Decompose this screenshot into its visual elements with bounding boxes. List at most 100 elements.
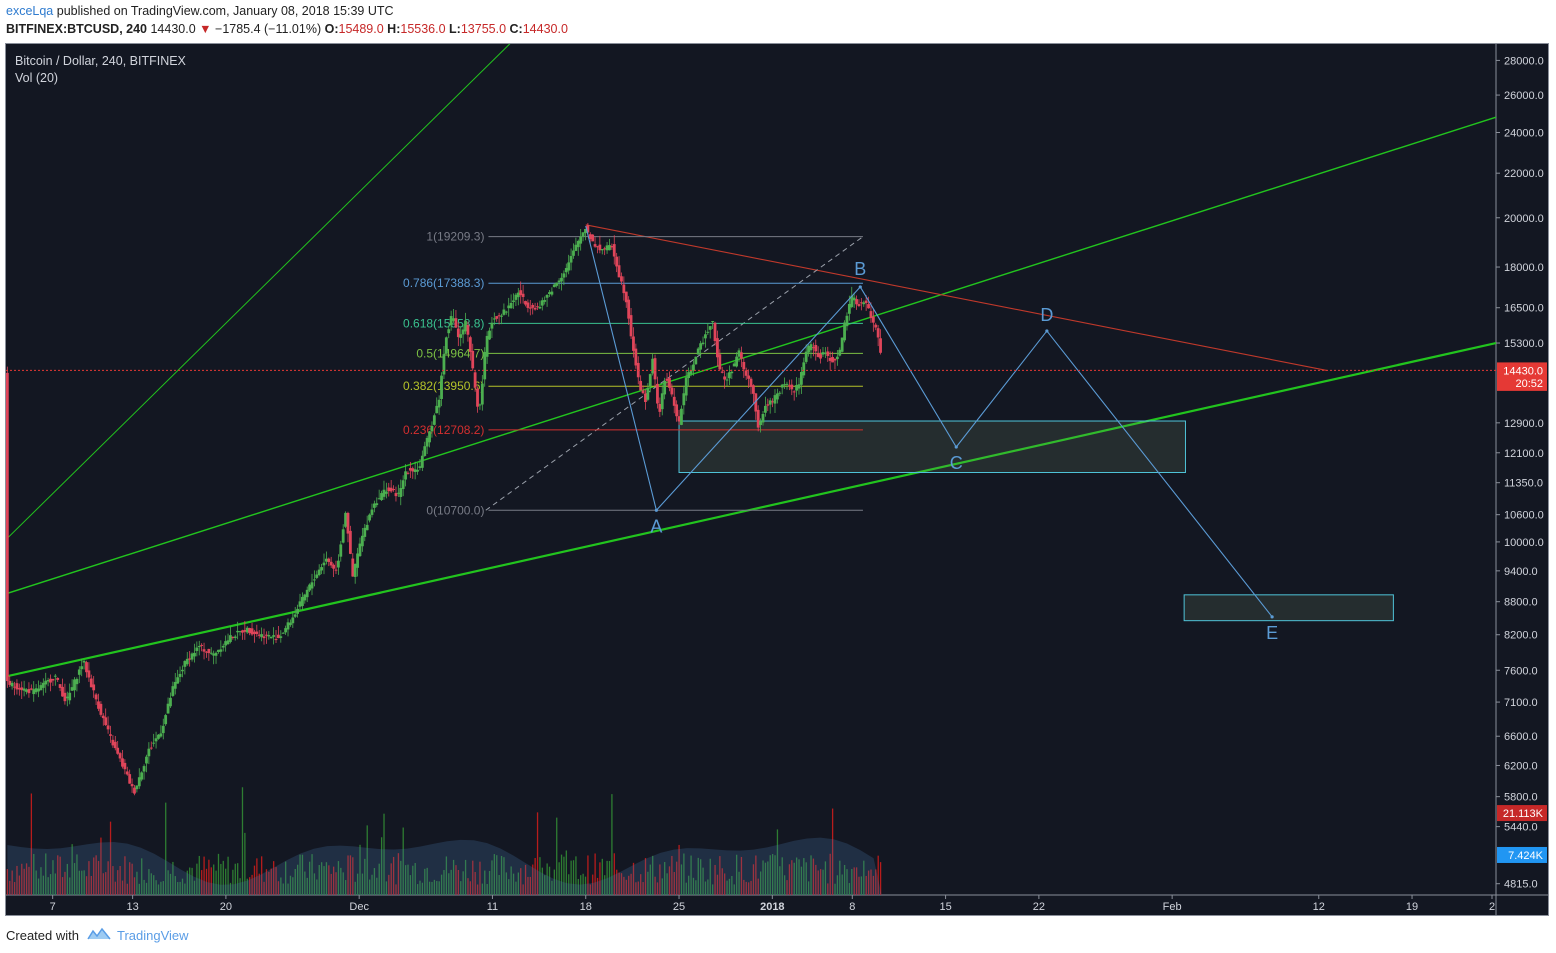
candle-body	[392, 489, 395, 491]
candle-body	[32, 689, 36, 695]
volume-bar	[803, 858, 805, 895]
y-tick-label: 10600.0	[1504, 510, 1544, 522]
candle-body	[296, 608, 300, 614]
candle-body	[615, 256, 619, 267]
volume-bar	[577, 878, 579, 895]
candle-body	[591, 234, 595, 242]
volume-bar	[196, 863, 198, 895]
volume-bar	[606, 860, 608, 895]
volume-bar	[752, 864, 755, 895]
candle-body	[293, 614, 297, 617]
volume-bar	[680, 864, 683, 895]
volume-bar	[724, 873, 726, 895]
volume-bar	[244, 832, 246, 895]
volume-bar	[421, 882, 424, 895]
candle-body	[706, 331, 710, 333]
candle-body	[663, 380, 667, 395]
candle-body	[502, 309, 506, 315]
volume-bar	[193, 880, 196, 895]
author-name[interactable]: exceLqa	[6, 4, 54, 18]
candle-body	[94, 694, 98, 700]
candle-body	[716, 338, 719, 358]
price-tag	[1497, 846, 1547, 863]
volume-bar	[6, 869, 9, 895]
volume-bar	[834, 883, 836, 895]
candle-body	[874, 324, 878, 328]
volume-bar	[858, 876, 860, 895]
volume-bar	[539, 857, 541, 895]
candle-body	[447, 329, 451, 334]
volume-bar	[851, 868, 853, 895]
candle-body	[512, 300, 515, 303]
volume-bar	[740, 856, 743, 895]
candle-body	[672, 396, 676, 406]
volume-bar	[368, 879, 371, 895]
candle-body	[471, 350, 475, 369]
candle-body	[540, 300, 544, 306]
candle-body	[847, 303, 851, 314]
open-value: 15489.0	[338, 22, 384, 36]
candle-body	[610, 246, 614, 248]
volume-bar	[505, 872, 508, 895]
symbol-label: BITFINEX:BTCUSD, 240	[6, 22, 147, 36]
volume-bar	[620, 873, 623, 895]
volume-indicator-label[interactable]: Vol (20)	[15, 71, 59, 85]
candle-body	[845, 315, 849, 327]
candle-body	[87, 670, 91, 678]
volume-bar	[37, 878, 40, 895]
wave-point	[954, 445, 958, 449]
candle-body	[265, 634, 268, 636]
volume-bar	[558, 862, 560, 895]
candle-body	[622, 284, 626, 294]
candle-body	[596, 246, 599, 248]
candle-body	[761, 414, 765, 423]
volume-bar	[714, 864, 716, 895]
candle-body	[823, 352, 827, 354]
candle-body	[406, 472, 410, 474]
volume-bar	[611, 794, 613, 895]
volume-bar	[124, 856, 126, 895]
chart-area[interactable]: 28000.0 26000.0 24000.0 22000.0 20000.0 18000…	[5, 43, 1549, 916]
volume-bar	[464, 859, 467, 895]
volume-bar	[608, 860, 611, 895]
volume-bar	[848, 883, 851, 895]
volume-bar	[102, 873, 104, 895]
volume-bar	[299, 854, 301, 895]
candle-body	[444, 337, 448, 354]
volume-bar	[100, 837, 102, 895]
candle-body	[718, 354, 722, 370]
candle-body	[229, 635, 232, 642]
volume-bar	[448, 873, 450, 895]
candle-body	[224, 641, 228, 646]
candle-body	[840, 337, 844, 352]
candle-body	[821, 352, 825, 355]
volume-bar	[872, 875, 875, 895]
y-tick-label: 5440.0	[1504, 822, 1538, 834]
volume-bar	[378, 863, 380, 895]
candle-body	[99, 703, 103, 715]
volume-bar	[601, 858, 603, 895]
candle-body	[113, 741, 117, 749]
price-chart[interactable]: 28000.0 26000.0 24000.0 22000.0 20000.0 18000…	[6, 44, 1548, 915]
candle-body	[452, 318, 455, 321]
volume-bar	[594, 853, 596, 895]
candle-body	[543, 300, 547, 302]
volume-bar	[265, 869, 268, 895]
volume-bar	[52, 860, 54, 895]
candle-body	[437, 399, 441, 408]
candle-body	[557, 280, 561, 283]
candle-body	[665, 378, 669, 381]
x-tick-label: 20	[220, 901, 232, 913]
volume-ma-area	[7, 837, 882, 895]
candle-body	[68, 692, 72, 701]
tradingview-cloud-icon[interactable]	[87, 927, 111, 944]
volume-bar	[843, 864, 846, 895]
candle-body	[862, 302, 866, 305]
candle-body	[600, 248, 604, 251]
volume-bar	[376, 877, 378, 895]
tradingview-brand[interactable]: TradingView	[116, 928, 189, 943]
candle-body	[58, 684, 62, 688]
volume-bar	[731, 875, 733, 895]
volume-bar	[764, 862, 767, 895]
candle-body	[6, 372, 9, 682]
